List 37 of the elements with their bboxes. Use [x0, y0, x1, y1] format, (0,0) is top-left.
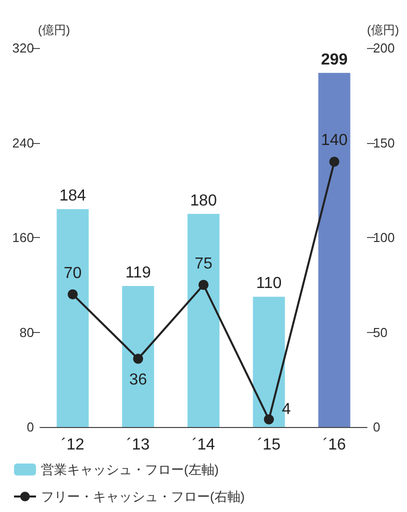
y2-tick-label: 200 [373, 40, 395, 56]
x-tick-label: ´16 [322, 436, 346, 454]
bar [188, 214, 220, 427]
x-tick-label: ´14 [192, 436, 216, 454]
y-tick-label: 80 [20, 324, 34, 340]
bar [122, 286, 154, 427]
data-label: 299 [320, 51, 348, 68]
data-label: 75 [194, 255, 212, 272]
y2-tick-label: 0 [373, 420, 380, 434]
bar [56, 209, 89, 427]
x-tick-label: ´12 [61, 436, 84, 454]
data-label: 140 [320, 132, 348, 150]
data-label: 184 [59, 188, 86, 205]
x-tick-label: ´13 [126, 436, 150, 454]
legend-label: フリー・キャッシュ・フロー(右軸) [41, 489, 245, 504]
point [133, 354, 144, 364]
x-tick-label: ´15 [257, 436, 281, 454]
data-label: 110 [256, 275, 282, 292]
y2-tick-label: 100 [373, 230, 395, 245]
y-tick-label: 320 [12, 40, 34, 56]
point [68, 289, 78, 300]
bar [318, 72, 350, 427]
point [264, 414, 274, 424]
y2-tick-label: 50 [373, 324, 388, 340]
legend-label: 営業キャッシュ・フロー(左軸) [41, 462, 219, 477]
y2-axis-title: (億円) [367, 23, 399, 37]
y2-tick-label: 150 [373, 135, 395, 150]
point [329, 156, 340, 167]
y-axis-title: (億円) [38, 23, 70, 37]
data-label: 70 [64, 264, 82, 282]
data-label: 36 [129, 371, 148, 388]
y-tick-label: 160 [12, 230, 34, 245]
y-tick-label: 0 [26, 420, 34, 434]
point [198, 280, 208, 290]
data-label: 119 [125, 264, 151, 282]
data-label: 180 [190, 192, 217, 210]
y-tick-label: 240 [12, 135, 34, 150]
